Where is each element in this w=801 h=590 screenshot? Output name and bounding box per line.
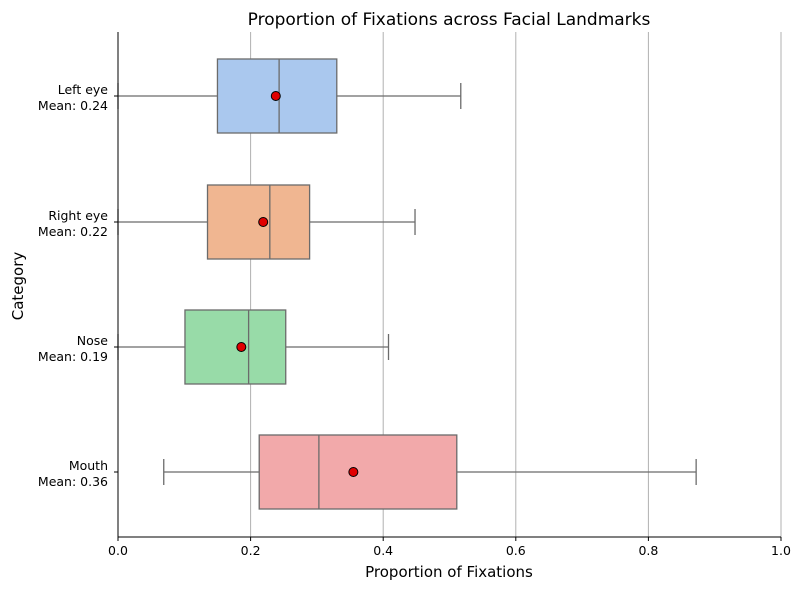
y-axis-label: Category [9,252,27,321]
x-tick-label: 0.2 [241,543,261,558]
box-series [117,58,697,510]
category-mean-label: Mean: 0.19 [38,349,108,364]
mean-marker [258,217,269,227]
category-label: Left eye [58,82,109,97]
category-mean-label: Mean: 0.36 [38,474,108,489]
x-tick-label: 1.0 [771,543,791,558]
category-label: Nose [77,333,109,348]
mean-marker [236,342,247,352]
box-right-eye [117,184,416,260]
box-mouth [163,434,697,510]
chart-title: Proportion of Fixations across Facial La… [248,10,651,30]
category-label: Right eye [48,208,108,223]
x-tick-label: 0.8 [638,543,658,558]
x-tick-label: 0.6 [506,543,526,558]
x-tick-label: 0.4 [373,543,393,558]
box-left-eye [117,58,462,134]
iqr-box [184,309,287,385]
x-tick-label: 0.0 [108,543,128,558]
mean-marker [348,467,359,477]
box-nose [117,309,390,385]
x-axis-label: Proportion of Fixations [365,563,533,581]
x-axis: 0.0 0.2 0.4 0.6 0.8 1.0 [108,536,791,558]
category-mean-label: Mean: 0.22 [38,224,108,239]
mean-marker [270,91,281,101]
category-label: Mouth [69,458,108,473]
category-mean-label: Mean: 0.24 [38,98,108,113]
